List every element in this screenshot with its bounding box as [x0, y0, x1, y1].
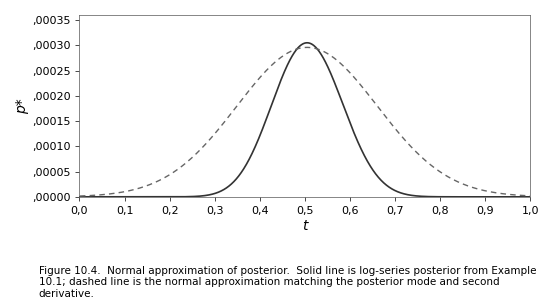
- Y-axis label: p*: p*: [15, 98, 29, 114]
- X-axis label: t: t: [302, 219, 307, 233]
- Text: Figure 10.4.  Normal approximation of posterior.  Solid line is log-series poste: Figure 10.4. Normal approximation of pos…: [39, 266, 536, 299]
